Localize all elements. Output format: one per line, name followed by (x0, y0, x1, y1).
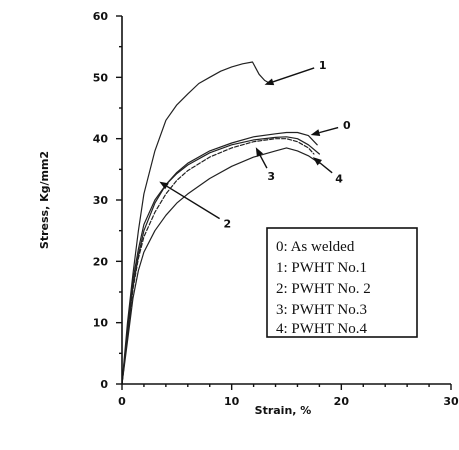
x-tick-label: 0 (118, 395, 126, 408)
series-2-line (121, 136, 320, 385)
callout-arrowhead-4 (312, 157, 323, 166)
callout-arrowhead-3 (255, 147, 264, 157)
callout-arrowhead-0 (310, 129, 321, 137)
series-1-line (121, 61, 271, 385)
callout-label-1: 1 (319, 59, 327, 72)
x-tick-label: 10 (224, 395, 240, 408)
callout-label-0: 0 (343, 119, 351, 132)
series-3-line (121, 138, 315, 385)
y-tick-label: 40 (93, 133, 109, 146)
callout-arrow-4 (319, 162, 333, 174)
legend-entry-2: 2: PWHT No. 2 (276, 281, 371, 297)
y-tick-label: 10 (93, 317, 109, 330)
callout-label-2: 2 (223, 217, 231, 230)
y-tick-label: 50 (93, 71, 109, 84)
x-axis-title: Strain, % (255, 404, 312, 417)
y-tick-label: 60 (93, 10, 109, 23)
legend-entry-0: 0: As welded (276, 239, 355, 255)
x-tick-label: 30 (443, 395, 459, 408)
callout-arrow-3 (259, 154, 268, 169)
callout-label-3: 3 (267, 170, 275, 183)
y-axis-title: Stress, Kg/mm2 (38, 151, 51, 249)
series-4-line (121, 147, 320, 385)
callouts-layer: 1 0 3 4 2 (159, 59, 351, 230)
callout-arrowhead-2 (159, 181, 169, 190)
callout-label-4: 4 (335, 173, 343, 186)
y-tick-label: 0 (100, 378, 108, 391)
legend: 0: As welded 1: PWHT No.1 2: PWHT No. 2 … (266, 227, 418, 338)
series-0-line (121, 131, 318, 385)
legend-box (266, 227, 418, 338)
legend-entry-4: 4: PWHT No.4 (276, 321, 367, 337)
callout-arrow-0 (319, 126, 339, 134)
callout-arrow-2 (166, 185, 220, 220)
callout-arrow-1 (272, 67, 315, 83)
legend-entry-1: 1: PWHT No.1 (276, 260, 367, 276)
y-tick-label: 30 (93, 194, 109, 207)
legend-entry-3: 3: PWHT No.3 (276, 302, 367, 318)
y-tick-label: 20 (93, 255, 109, 268)
callout-arrowhead-1 (264, 78, 275, 86)
series-layer (121, 61, 320, 385)
x-tick-label: 20 (334, 395, 350, 408)
